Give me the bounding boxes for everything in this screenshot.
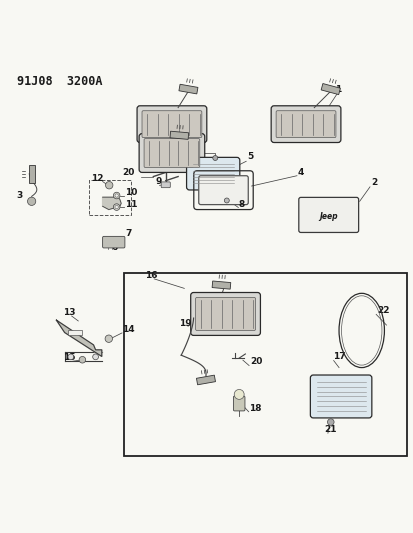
FancyBboxPatch shape <box>102 236 125 248</box>
Circle shape <box>115 194 118 197</box>
Text: 19: 19 <box>178 319 191 328</box>
Text: 5: 5 <box>247 152 253 161</box>
Text: 21: 21 <box>323 425 335 434</box>
FancyBboxPatch shape <box>190 293 260 335</box>
Polygon shape <box>102 197 121 209</box>
FancyBboxPatch shape <box>195 297 255 330</box>
Text: 18: 18 <box>249 404 261 413</box>
Text: 2: 2 <box>370 178 376 187</box>
Text: 3: 3 <box>17 191 23 200</box>
Circle shape <box>105 182 113 189</box>
FancyBboxPatch shape <box>144 139 199 167</box>
Bar <box>28 165 35 183</box>
Text: 91J08  3200A: 91J08 3200A <box>17 75 102 87</box>
Circle shape <box>224 198 229 203</box>
Circle shape <box>212 156 217 160</box>
Text: 14: 14 <box>122 325 135 334</box>
FancyBboxPatch shape <box>186 157 239 190</box>
Text: 16: 16 <box>145 271 157 280</box>
FancyBboxPatch shape <box>139 134 204 172</box>
Bar <box>196 375 215 385</box>
Bar <box>89 180 131 215</box>
FancyBboxPatch shape <box>137 106 206 142</box>
Text: 1: 1 <box>334 85 340 94</box>
Text: 7: 7 <box>126 229 132 238</box>
FancyBboxPatch shape <box>161 182 170 188</box>
Polygon shape <box>56 320 102 357</box>
Bar <box>178 84 197 94</box>
Text: 4: 4 <box>297 167 304 176</box>
Text: 6: 6 <box>111 243 117 252</box>
Circle shape <box>68 354 74 360</box>
Bar <box>124 273 406 456</box>
FancyBboxPatch shape <box>271 106 340 142</box>
FancyBboxPatch shape <box>198 176 248 205</box>
Bar <box>68 330 82 335</box>
Text: 13: 13 <box>63 308 76 317</box>
Circle shape <box>93 354 98 360</box>
Text: 8: 8 <box>238 200 244 209</box>
Circle shape <box>113 204 120 211</box>
FancyBboxPatch shape <box>310 375 371 418</box>
Text: 15: 15 <box>63 353 76 362</box>
Circle shape <box>79 357 85 363</box>
Circle shape <box>327 419 333 425</box>
FancyBboxPatch shape <box>233 396 244 411</box>
Bar <box>320 84 339 95</box>
Text: 20: 20 <box>249 357 262 366</box>
Bar <box>170 131 188 139</box>
Text: Jeep: Jeep <box>319 213 337 222</box>
Circle shape <box>105 335 112 342</box>
Circle shape <box>113 192 120 199</box>
FancyBboxPatch shape <box>275 111 335 138</box>
Circle shape <box>234 390 244 399</box>
Circle shape <box>27 197 36 205</box>
Text: 17: 17 <box>332 352 345 361</box>
Text: 11: 11 <box>125 200 138 209</box>
Text: 10: 10 <box>125 188 138 197</box>
Text: 9: 9 <box>155 176 161 185</box>
FancyBboxPatch shape <box>142 111 202 138</box>
Text: 20: 20 <box>122 167 135 176</box>
Text: 12: 12 <box>90 174 103 183</box>
Bar <box>211 281 230 289</box>
Text: 22: 22 <box>376 306 389 315</box>
Circle shape <box>115 205 118 209</box>
FancyBboxPatch shape <box>298 197 358 232</box>
